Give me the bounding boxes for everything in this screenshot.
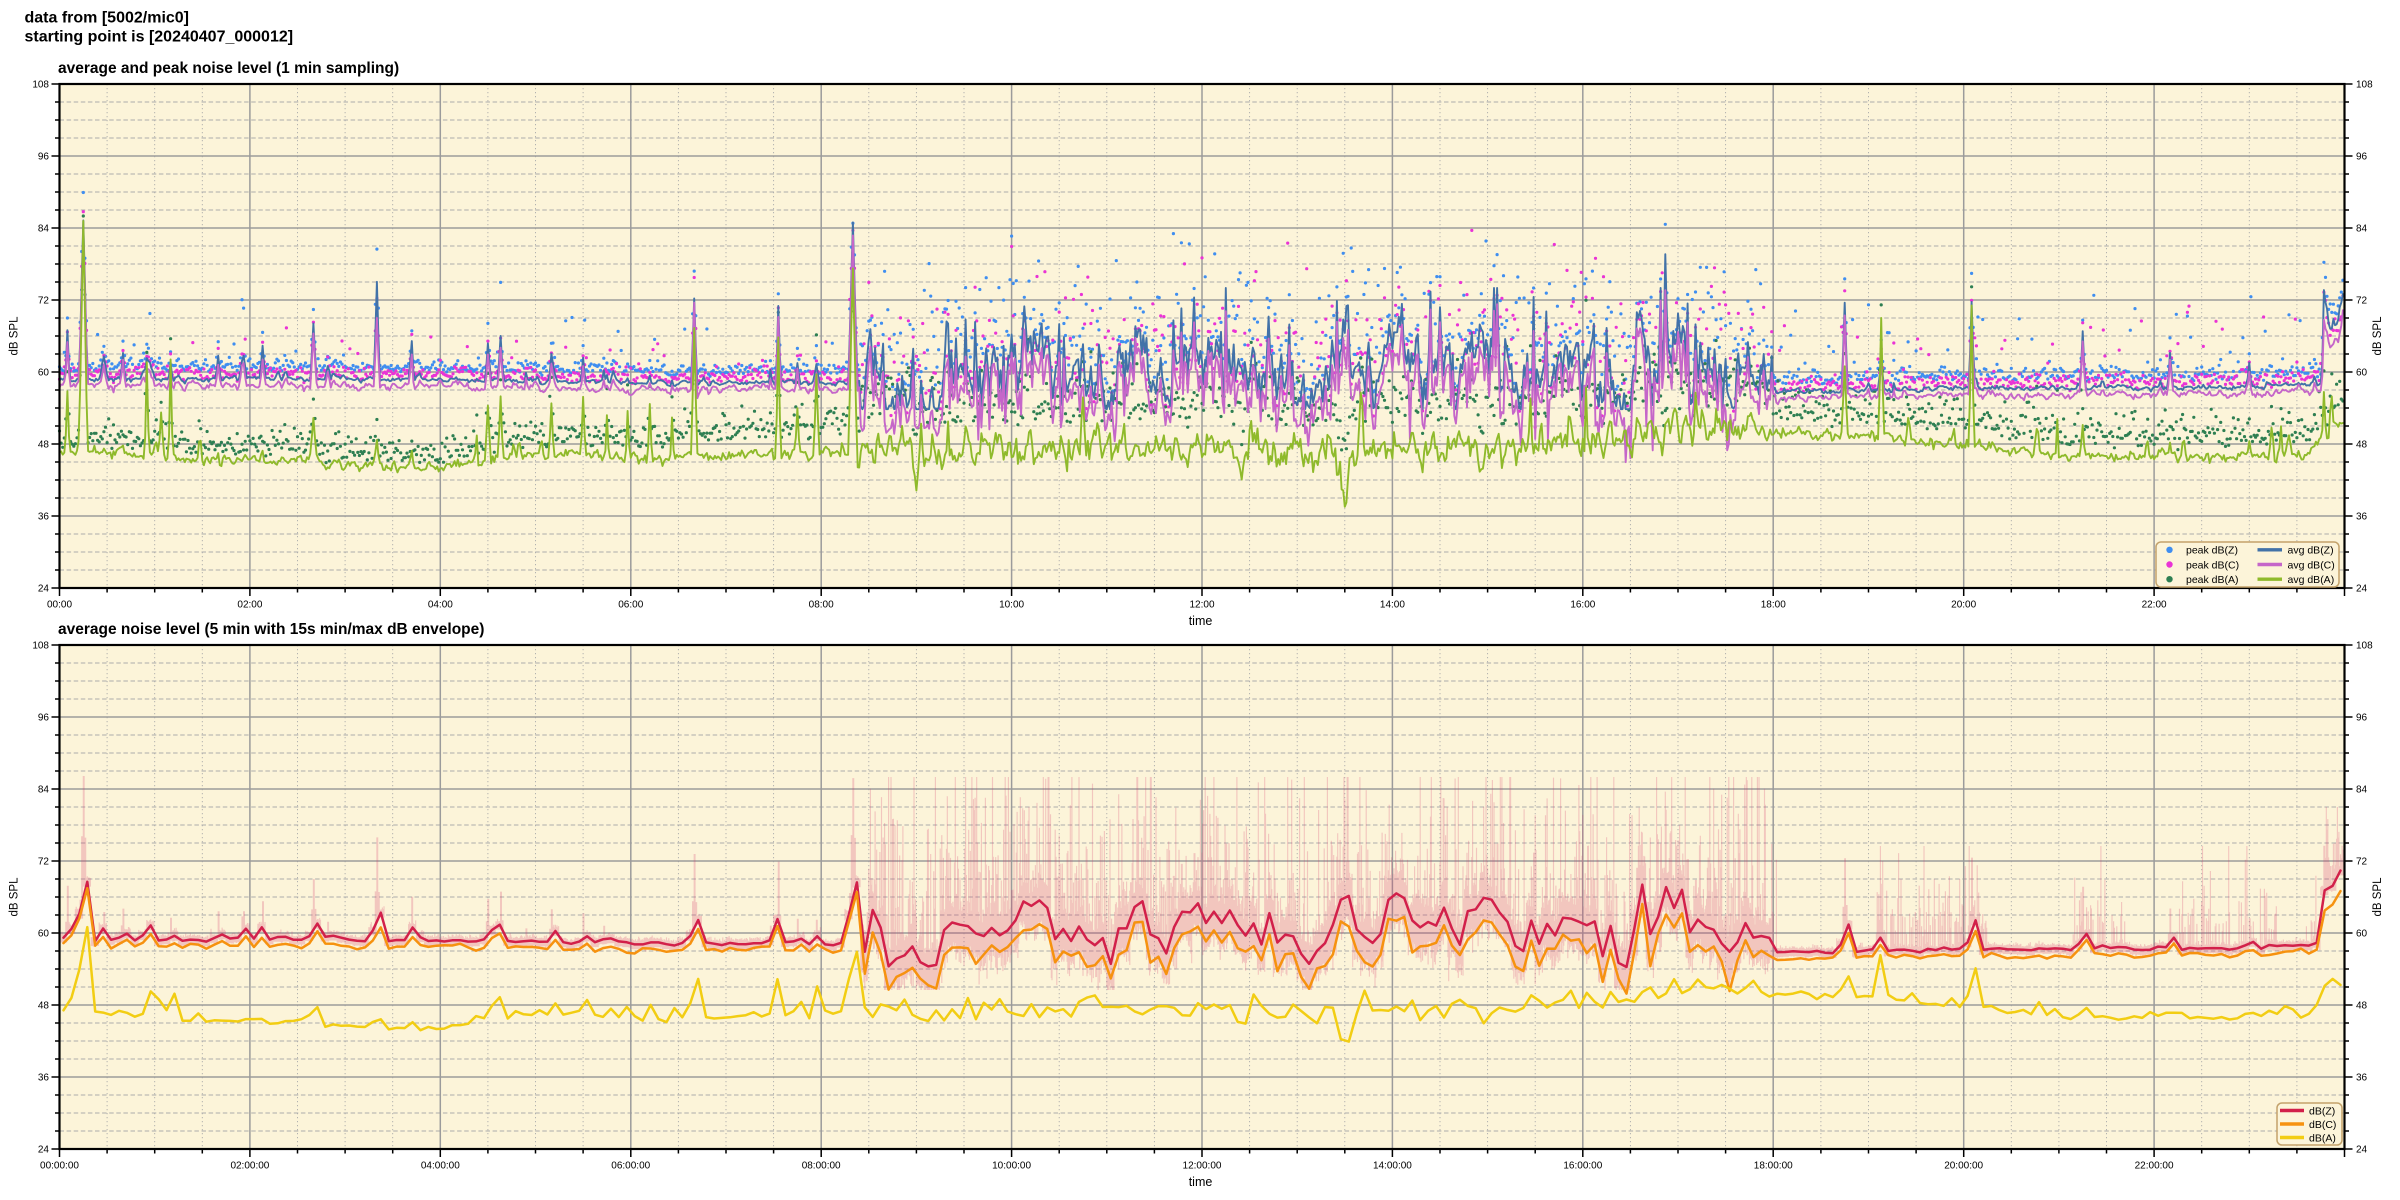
svg-text:18:00: 18:00 <box>1761 600 1786 611</box>
svg-text:72: 72 <box>2356 296 2368 307</box>
svg-text:06:00:00: 06:00:00 <box>611 1161 650 1172</box>
svg-text:starting point is [20240407_00: starting point is [20240407_000012] <box>25 29 294 46</box>
svg-text:14:00:00: 14:00:00 <box>1373 1161 1412 1172</box>
svg-text:avg dB(Z): avg dB(Z) <box>2288 545 2334 557</box>
svg-text:data from [5002/mic0]: data from [5002/mic0] <box>25 10 190 27</box>
svg-text:02:00:00: 02:00:00 <box>230 1161 269 1172</box>
svg-text:84: 84 <box>2356 224 2368 235</box>
svg-text:60: 60 <box>38 368 50 379</box>
svg-text:84: 84 <box>38 224 50 235</box>
svg-text:84: 84 <box>38 785 50 796</box>
svg-text:72: 72 <box>38 857 50 868</box>
svg-text:108: 108 <box>2356 641 2373 652</box>
svg-text:72: 72 <box>38 296 50 307</box>
svg-text:96: 96 <box>2356 152 2368 163</box>
svg-text:dB SPL: dB SPL <box>9 877 21 917</box>
svg-text:02:00: 02:00 <box>237 600 262 611</box>
svg-text:10:00: 10:00 <box>999 600 1024 611</box>
svg-text:peak dB(A): peak dB(A) <box>2186 574 2239 586</box>
svg-text:48: 48 <box>38 440 50 451</box>
svg-text:96: 96 <box>38 152 50 163</box>
svg-text:dB(C): dB(C) <box>2309 1119 2336 1131</box>
svg-text:12:00:00: 12:00:00 <box>1183 1161 1222 1172</box>
svg-text:24: 24 <box>38 584 50 595</box>
svg-text:36: 36 <box>2356 512 2368 523</box>
svg-text:48: 48 <box>2356 1001 2368 1012</box>
svg-text:dB SPL: dB SPL <box>2372 316 2384 356</box>
svg-text:84: 84 <box>2356 785 2368 796</box>
svg-text:average noise level (5 min wit: average noise level (5 min with 15s min/… <box>58 621 484 638</box>
svg-text:48: 48 <box>2356 440 2368 451</box>
svg-text:48: 48 <box>38 1001 50 1012</box>
svg-text:24: 24 <box>38 1145 50 1156</box>
svg-text:peak dB(C): peak dB(C) <box>2186 559 2239 571</box>
svg-text:00:00: 00:00 <box>47 600 72 611</box>
svg-text:dB(Z): dB(Z) <box>2309 1105 2335 1117</box>
svg-text:10:00:00: 10:00:00 <box>992 1161 1031 1172</box>
svg-text:12:00: 12:00 <box>1189 600 1214 611</box>
svg-text:peak dB(Z): peak dB(Z) <box>2186 545 2238 557</box>
svg-text:108: 108 <box>32 641 49 652</box>
svg-text:04:00: 04:00 <box>428 600 453 611</box>
svg-text:20:00: 20:00 <box>1951 600 1976 611</box>
svg-text:72: 72 <box>2356 857 2368 868</box>
svg-text:108: 108 <box>2356 80 2373 91</box>
svg-text:22:00:00: 22:00:00 <box>2135 1161 2174 1172</box>
svg-text:36: 36 <box>38 1073 50 1084</box>
svg-text:14:00: 14:00 <box>1380 600 1405 611</box>
svg-text:96: 96 <box>2356 713 2368 724</box>
svg-text:16:00:00: 16:00:00 <box>1563 1161 1602 1172</box>
svg-text:60: 60 <box>38 929 50 940</box>
svg-text:dB SPL: dB SPL <box>2372 877 2384 917</box>
svg-text:108: 108 <box>32 80 49 91</box>
svg-text:time: time <box>1189 614 1213 628</box>
svg-text:96: 96 <box>38 713 50 724</box>
svg-text:20:00:00: 20:00:00 <box>1944 1161 1983 1172</box>
svg-text:time: time <box>1189 1175 1213 1189</box>
svg-text:24: 24 <box>2356 1145 2368 1156</box>
svg-text:00:00:00: 00:00:00 <box>40 1161 79 1172</box>
svg-text:avg dB(A): avg dB(A) <box>2288 574 2335 586</box>
svg-text:dB(A): dB(A) <box>2309 1132 2336 1144</box>
svg-text:60: 60 <box>2356 929 2368 940</box>
svg-text:08:00: 08:00 <box>809 600 834 611</box>
svg-text:average and peak noise level (: average and peak noise level (1 min samp… <box>58 60 399 77</box>
svg-text:04:00:00: 04:00:00 <box>421 1161 460 1172</box>
svg-text:36: 36 <box>38 512 50 523</box>
svg-text:06:00: 06:00 <box>618 600 643 611</box>
svg-text:08:00:00: 08:00:00 <box>802 1161 841 1172</box>
svg-text:60: 60 <box>2356 368 2368 379</box>
svg-text:24: 24 <box>2356 584 2368 595</box>
svg-text:18:00:00: 18:00:00 <box>1754 1161 1793 1172</box>
svg-text:16:00: 16:00 <box>1570 600 1595 611</box>
svg-text:dB SPL: dB SPL <box>9 316 21 356</box>
svg-text:22:00: 22:00 <box>2142 600 2167 611</box>
svg-text:avg dB(C): avg dB(C) <box>2288 559 2335 571</box>
svg-text:36: 36 <box>2356 1073 2368 1084</box>
